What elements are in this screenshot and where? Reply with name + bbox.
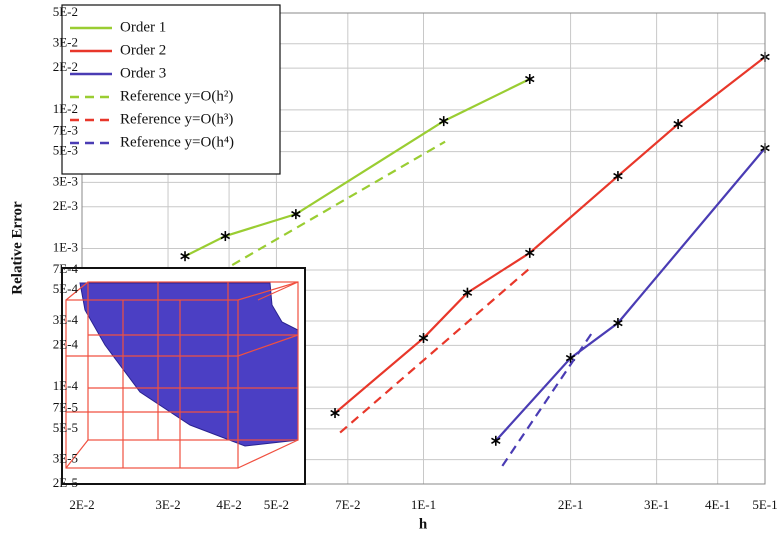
legend-label: Order 3 (120, 65, 166, 81)
y-tick-label: 2E-4 (53, 336, 79, 351)
data-point (525, 74, 534, 84)
legend-label: Order 2 (120, 42, 166, 58)
y-tick-label: 7E-4 (53, 261, 79, 276)
x-tick-label: 4E-1 (705, 497, 730, 512)
data-point (181, 251, 190, 261)
x-tick-label: 4E-2 (216, 497, 241, 512)
legend-label: Reference y=O(h⁴) (120, 134, 234, 150)
y-tick-label: 3E-3 (53, 173, 78, 188)
y-tick-label: 1E-2 (53, 101, 78, 116)
legend: Order 1 Order 2 Order 3 Reference y=O(h²) Re… (62, 5, 280, 174)
y-tick-label: 5E-4 (53, 281, 79, 296)
x-tick-label: 2E-2 (69, 497, 94, 512)
x-tick-label: 3E-2 (155, 497, 180, 512)
x-axis-title: h (419, 516, 428, 532)
legend-label: Reference y=O(h³) (120, 111, 233, 127)
y-tick-label: 5E-5 (53, 420, 78, 435)
x-tick-label: 2E-1 (558, 497, 583, 512)
series-line (502, 333, 591, 466)
series-line (340, 268, 530, 432)
series-line (496, 148, 765, 441)
y-tick-label: 2E-2 (53, 59, 78, 74)
y-tick-label: 2E-3 (53, 198, 78, 213)
x-tick-label: 5E-1 (752, 497, 777, 512)
y-axis-title: Relative Error (9, 201, 25, 295)
y-tick-label: 7E-5 (53, 400, 78, 415)
x-tick-label: 3E-1 (644, 497, 669, 512)
y-tick-label: 2E-5 (53, 475, 78, 490)
inset-image (62, 268, 305, 484)
chart: Order 1 Order 2 Order 3 Reference y=O(h²) Re… (0, 0, 782, 538)
legend-label: Order 1 (120, 19, 166, 35)
x-tick-label: 1E-1 (411, 497, 436, 512)
x-tick-label: 7E-2 (335, 497, 360, 512)
y-tick-label: 1E-3 (53, 239, 78, 254)
y-tick-label: 3E-2 (53, 35, 78, 50)
data-point (439, 116, 448, 126)
y-tick-label: 3E-5 (53, 451, 78, 466)
y-tick-label: 5E-3 (53, 143, 78, 158)
legend-label: Reference y=O(h²) (120, 88, 233, 104)
page: {"chart_data": { "type": "line", "log_x"… (0, 0, 782, 538)
y-tick-label: 3E-4 (53, 312, 79, 327)
y-tick-label: 1E-4 (53, 378, 79, 393)
y-tick-label: 5E-2 (53, 4, 78, 19)
y-tick-label: 7E-3 (53, 122, 78, 137)
x-tick-label: 5E-2 (264, 497, 289, 512)
